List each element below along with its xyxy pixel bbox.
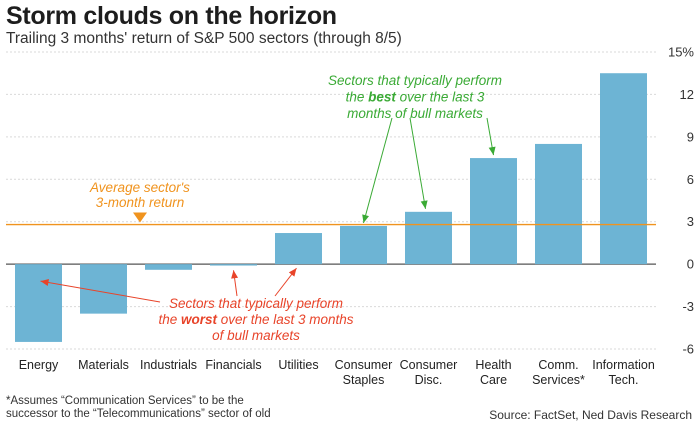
category-label: Services* xyxy=(532,373,585,387)
y-tick-label: 12 xyxy=(680,87,694,102)
average-annotation: Average sector's xyxy=(89,180,190,195)
footnote-line-1: *Assumes “Communication Services” to be … xyxy=(6,395,244,407)
chart-subtitle: Trailing 3 months' return of S&P 500 sec… xyxy=(6,30,402,47)
chart-title: Storm clouds on the horizon xyxy=(6,2,337,30)
worst-annotation: of bull markets xyxy=(212,328,300,343)
worst-arrow-head xyxy=(288,268,297,277)
category-label: Health xyxy=(475,358,511,372)
worst-arrow-head xyxy=(231,270,239,279)
y-tick-label: -6 xyxy=(682,342,694,357)
category-label: Consumer xyxy=(400,358,458,372)
best-annotation: months of bull markets xyxy=(347,106,483,121)
y-tick-label: 15% xyxy=(668,45,694,60)
category-label: Tech. xyxy=(609,373,639,387)
y-tick-label: 6 xyxy=(687,172,694,187)
bar xyxy=(535,143,582,265)
bar xyxy=(405,211,452,265)
worst-annotation: the worst over the last 3 months xyxy=(158,312,353,327)
bar xyxy=(340,225,387,265)
bar xyxy=(275,233,322,265)
footnote-line-2: successor to the “Telecommunications” se… xyxy=(6,408,271,420)
bar xyxy=(600,73,647,265)
best-arrow-head xyxy=(488,146,496,156)
bar xyxy=(470,158,517,265)
category-label: Industrials xyxy=(140,358,197,372)
bar xyxy=(210,264,257,266)
y-tick-label: 3 xyxy=(687,214,694,229)
category-label: Care xyxy=(480,373,507,387)
category-label: Materials xyxy=(78,358,129,372)
worst-arrow xyxy=(40,280,161,303)
category-label: Energy xyxy=(19,358,59,372)
average-annotation: 3-month return xyxy=(96,195,185,210)
worst-annotation: Sectors that typically perform xyxy=(169,296,343,311)
category-label: Staples xyxy=(343,373,385,387)
best-arrow xyxy=(363,117,393,224)
y-tick-label: 9 xyxy=(687,129,694,144)
category-label: Utilities xyxy=(278,358,318,372)
category-label: Comm. xyxy=(538,358,578,372)
y-tick-label: 0 xyxy=(687,257,694,272)
best-arrow-head xyxy=(420,200,428,209)
bar xyxy=(15,264,62,342)
best-arrow-head xyxy=(362,214,369,223)
category-label: Financials xyxy=(205,358,261,372)
worst-arrow-head xyxy=(40,279,49,286)
best-annotation: the best over the last 3 xyxy=(346,90,485,105)
category-label: Information xyxy=(592,358,655,372)
best-arrow xyxy=(409,117,426,209)
average-marker xyxy=(133,212,147,223)
best-annotation: Sectors that typically perform xyxy=(328,73,502,88)
source-note: Source: FactSet, Ned Davis Research xyxy=(489,408,692,422)
footnote: *Assumes “Communication Services” to be … xyxy=(6,395,271,421)
y-tick-label: -3 xyxy=(682,299,694,314)
category-label: Disc. xyxy=(415,373,443,387)
category-label: Consumer xyxy=(335,358,393,372)
bar xyxy=(145,264,192,270)
